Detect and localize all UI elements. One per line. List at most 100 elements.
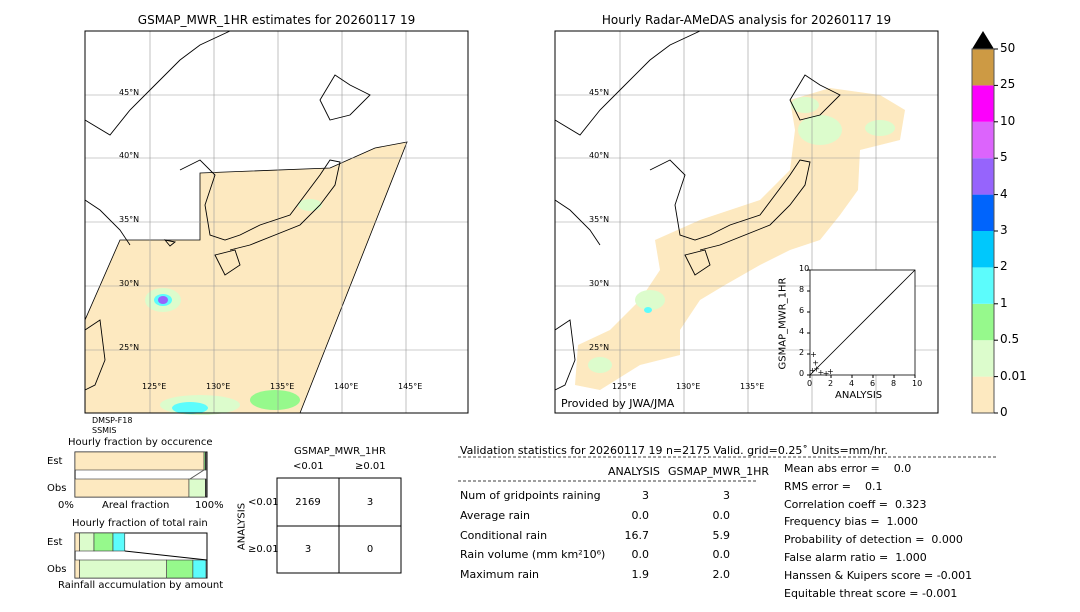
total-rain-connector	[124, 550, 208, 561]
inset-point: +	[812, 358, 819, 367]
stats-row-gsmap: 0.0	[712, 548, 731, 561]
stats-row-gsmap: 5.9	[712, 529, 731, 542]
total-rain-obs-bar	[74, 559, 80, 579]
stats-row-label: Conditional rain	[460, 529, 548, 542]
lon-label: 135°E	[270, 382, 295, 391]
contingency-cell: 2169	[295, 497, 321, 508]
inset-point: +	[809, 366, 816, 375]
lat-label: 45°N	[589, 88, 610, 97]
colorbar-segment	[972, 267, 994, 304]
total-rain-est-bar	[79, 532, 95, 552]
inset-point: +	[810, 350, 817, 359]
contingency-row-1: <0.01	[248, 497, 279, 508]
colorbar-tick-label: 4	[1000, 186, 1008, 201]
lat-label: 25°N	[119, 343, 140, 352]
sensor-line-1: DMSP-F18	[92, 416, 133, 425]
occurrence-est-bar	[74, 451, 205, 471]
right-coastlines	[554, 30, 841, 391]
colorbar-tick-label: 1	[1000, 295, 1008, 310]
stats-score: Equitable threat score = -0.001	[784, 586, 958, 600]
stats-row-analysis: 16.7	[624, 529, 650, 542]
inset-ytick-label: 0	[799, 369, 805, 378]
lon-label: 145°E	[398, 382, 423, 391]
stats-score: RMS error = 0.1	[784, 479, 883, 493]
stats-row-label: Maximum rain	[460, 568, 539, 581]
colorbar-segment	[972, 376, 994, 413]
inset-ytick-label: 8	[799, 285, 805, 294]
colorbar-segment	[972, 231, 994, 268]
occurrence-est-label: Est	[47, 456, 63, 467]
stats-row-analysis: 1.9	[631, 568, 650, 581]
stats-row-label: Rain volume (mm km²10⁶)	[460, 548, 606, 561]
stats-score: Correlation coeff = 0.323	[784, 497, 927, 511]
inset-ytick-label: 6	[799, 306, 805, 315]
colorbar-tick-label: 0	[1000, 405, 1008, 419]
occurrence-xmin: 0%	[58, 500, 74, 511]
total-rain-obs-label: Obs	[47, 564, 67, 575]
colorbar-tick-label: 10	[1000, 113, 1016, 128]
contingency-row-2: ≥0.01	[248, 544, 279, 555]
stats-score: Hanssen & Kuipers score = -0.001	[784, 568, 973, 582]
inset-xlabel: ANALYSIS	[835, 390, 883, 401]
stats-row-gsmap: 0.0	[712, 509, 731, 522]
lon-label: 125°E	[142, 382, 167, 391]
stats-score: False alarm ratio = 1.000	[784, 551, 927, 564]
colorbar-tick-label: 50	[1000, 41, 1016, 55]
lon-label: 140°E	[334, 382, 359, 391]
colorbar-segment	[972, 158, 994, 195]
inset-point: +	[813, 365, 820, 374]
contingency-title: GSMAP_MWR_1HR	[294, 446, 386, 457]
inset-ytick-label: 2	[799, 348, 805, 357]
lat-label: 40°N	[589, 151, 610, 160]
inset-point: +	[818, 368, 825, 377]
stats-row-label: Average rain	[460, 509, 530, 522]
inset-diagonal	[809, 269, 916, 376]
colorbar-segment	[972, 194, 994, 231]
lat-label: 35°N	[119, 215, 140, 224]
lat-label: 40°N	[119, 151, 140, 160]
colorbar-tick-label: 0.5	[1000, 332, 1020, 347]
colorbar-tick-label: 2	[1000, 259, 1008, 274]
lon-label: 135°E	[740, 382, 765, 391]
stats-score: Probability of detection = 0.000	[784, 533, 963, 547]
lat-label: 30°N	[589, 279, 610, 288]
lat-label: 45°N	[119, 88, 140, 97]
colorbar-segment	[972, 303, 994, 341]
inset-ylabel: GSMAP_MWR_1HR	[777, 277, 789, 370]
occurrence-xmax: 100%	[195, 500, 224, 511]
total-rain-obs-bar	[166, 559, 194, 579]
occurrence-obs-bar	[205, 478, 207, 498]
inset-xtick-label: 0	[807, 379, 813, 388]
inset-xtick-label: 8	[891, 379, 897, 388]
occurrence-obs-label: Obs	[47, 483, 67, 494]
inset-xtick-label: 10	[912, 379, 923, 388]
colorbar-tick-label: 3	[1000, 223, 1008, 237]
total-rain-xlabel: Rainfall accumulation by amount	[58, 580, 224, 591]
contingency-col-1: <0.01	[293, 461, 324, 472]
occurrence-obs-bar	[74, 478, 190, 498]
stats-header: Validation statistics for 20260117 19 n=…	[460, 444, 888, 457]
inset-point: +	[827, 367, 834, 376]
stats-row-analysis: 0.0	[631, 509, 650, 522]
occurrence-xlabel: Areal fraction	[102, 500, 170, 511]
total-rain-obs-bar	[192, 559, 207, 579]
stats-score: Frequency bias = 1.000	[784, 515, 919, 529]
total-rain-est-label: Est	[47, 537, 63, 548]
total-rain-est-bar	[93, 532, 114, 552]
colorbar-tick-label: 0.01	[1000, 368, 1027, 383]
inset-xtick-label: 6	[870, 379, 876, 388]
stats-score: Mean abs error = 0.0	[784, 462, 912, 475]
occurrence-est-bar	[205, 451, 207, 471]
occurrence-title: Hourly fraction by occurence	[68, 437, 213, 448]
credit-text: Provided by JWA/JMA	[561, 397, 675, 410]
occurrence-connector	[189, 469, 205, 480]
colorbar-segment	[972, 340, 994, 377]
colorbar-tick-label: 5	[1000, 150, 1008, 165]
colorbar-extend-arrow	[972, 31, 994, 49]
lon-label: 125°E	[612, 382, 637, 391]
colorbar-segment	[972, 49, 994, 86]
total-rain-obs-bar	[79, 559, 167, 579]
right-map-title: Hourly Radar-AMeDAS analysis for 2026011…	[601, 13, 892, 27]
contingency-cell: 3	[304, 544, 312, 555]
